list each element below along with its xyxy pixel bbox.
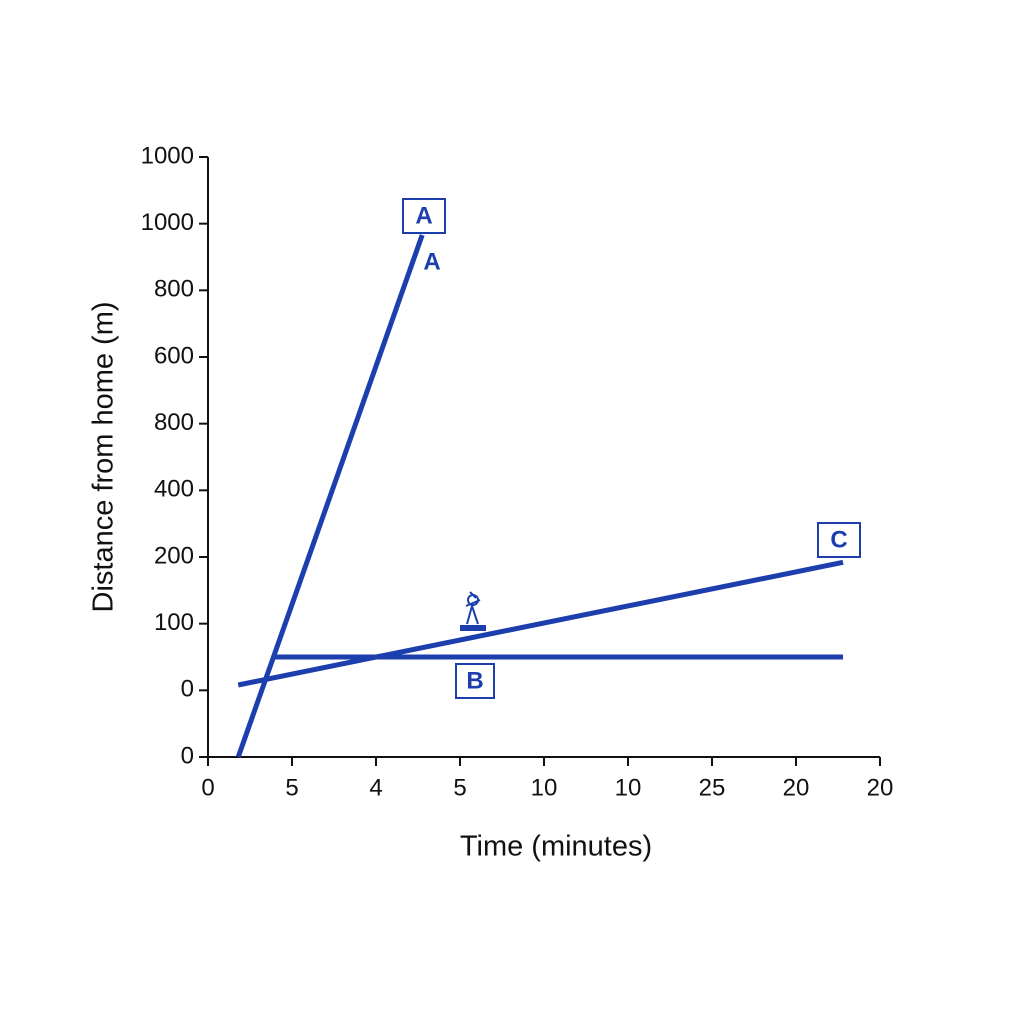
y-tick-label: 200 bbox=[154, 542, 194, 569]
series-line bbox=[237, 559, 844, 688]
series-tag-box bbox=[817, 522, 861, 558]
y-tick-label: 1000 bbox=[141, 209, 194, 236]
series-tag: A bbox=[415, 202, 432, 229]
x-tick-label: 20 bbox=[783, 774, 810, 801]
x-tick-label: 10 bbox=[615, 774, 642, 801]
series-tag: B bbox=[466, 667, 483, 694]
y-axis-title: Distance from home (m) bbox=[88, 301, 120, 612]
x-axis-title: Time (minutes) bbox=[460, 831, 652, 863]
x-tick-label: 20 bbox=[867, 774, 894, 801]
series-line bbox=[235, 234, 425, 758]
y-tick-label: 600 bbox=[154, 342, 194, 369]
y-tick-label: 800 bbox=[154, 409, 194, 436]
y-tick-label: 1000 bbox=[141, 142, 194, 169]
annotation: A bbox=[423, 248, 440, 275]
y-tick-label: 800 bbox=[154, 276, 194, 303]
y-tick-label: 0 bbox=[181, 742, 194, 769]
series-tag-box bbox=[455, 663, 495, 699]
x-tick-label: 25 bbox=[699, 774, 726, 801]
x-tick-label: 5 bbox=[453, 774, 466, 801]
x-tick-label: 4 bbox=[369, 774, 382, 801]
y-tick-label: 100 bbox=[154, 609, 194, 636]
y-tick-label: 0 bbox=[181, 676, 194, 703]
x-tick-label: 10 bbox=[531, 774, 558, 801]
series-tag-box bbox=[402, 198, 446, 234]
series-tag: C bbox=[830, 526, 847, 553]
x-tick-label: 0 bbox=[201, 774, 214, 801]
x-tick-label: 5 bbox=[285, 774, 298, 801]
y-tick-label: 400 bbox=[154, 476, 194, 503]
runner-icon bbox=[460, 591, 486, 631]
